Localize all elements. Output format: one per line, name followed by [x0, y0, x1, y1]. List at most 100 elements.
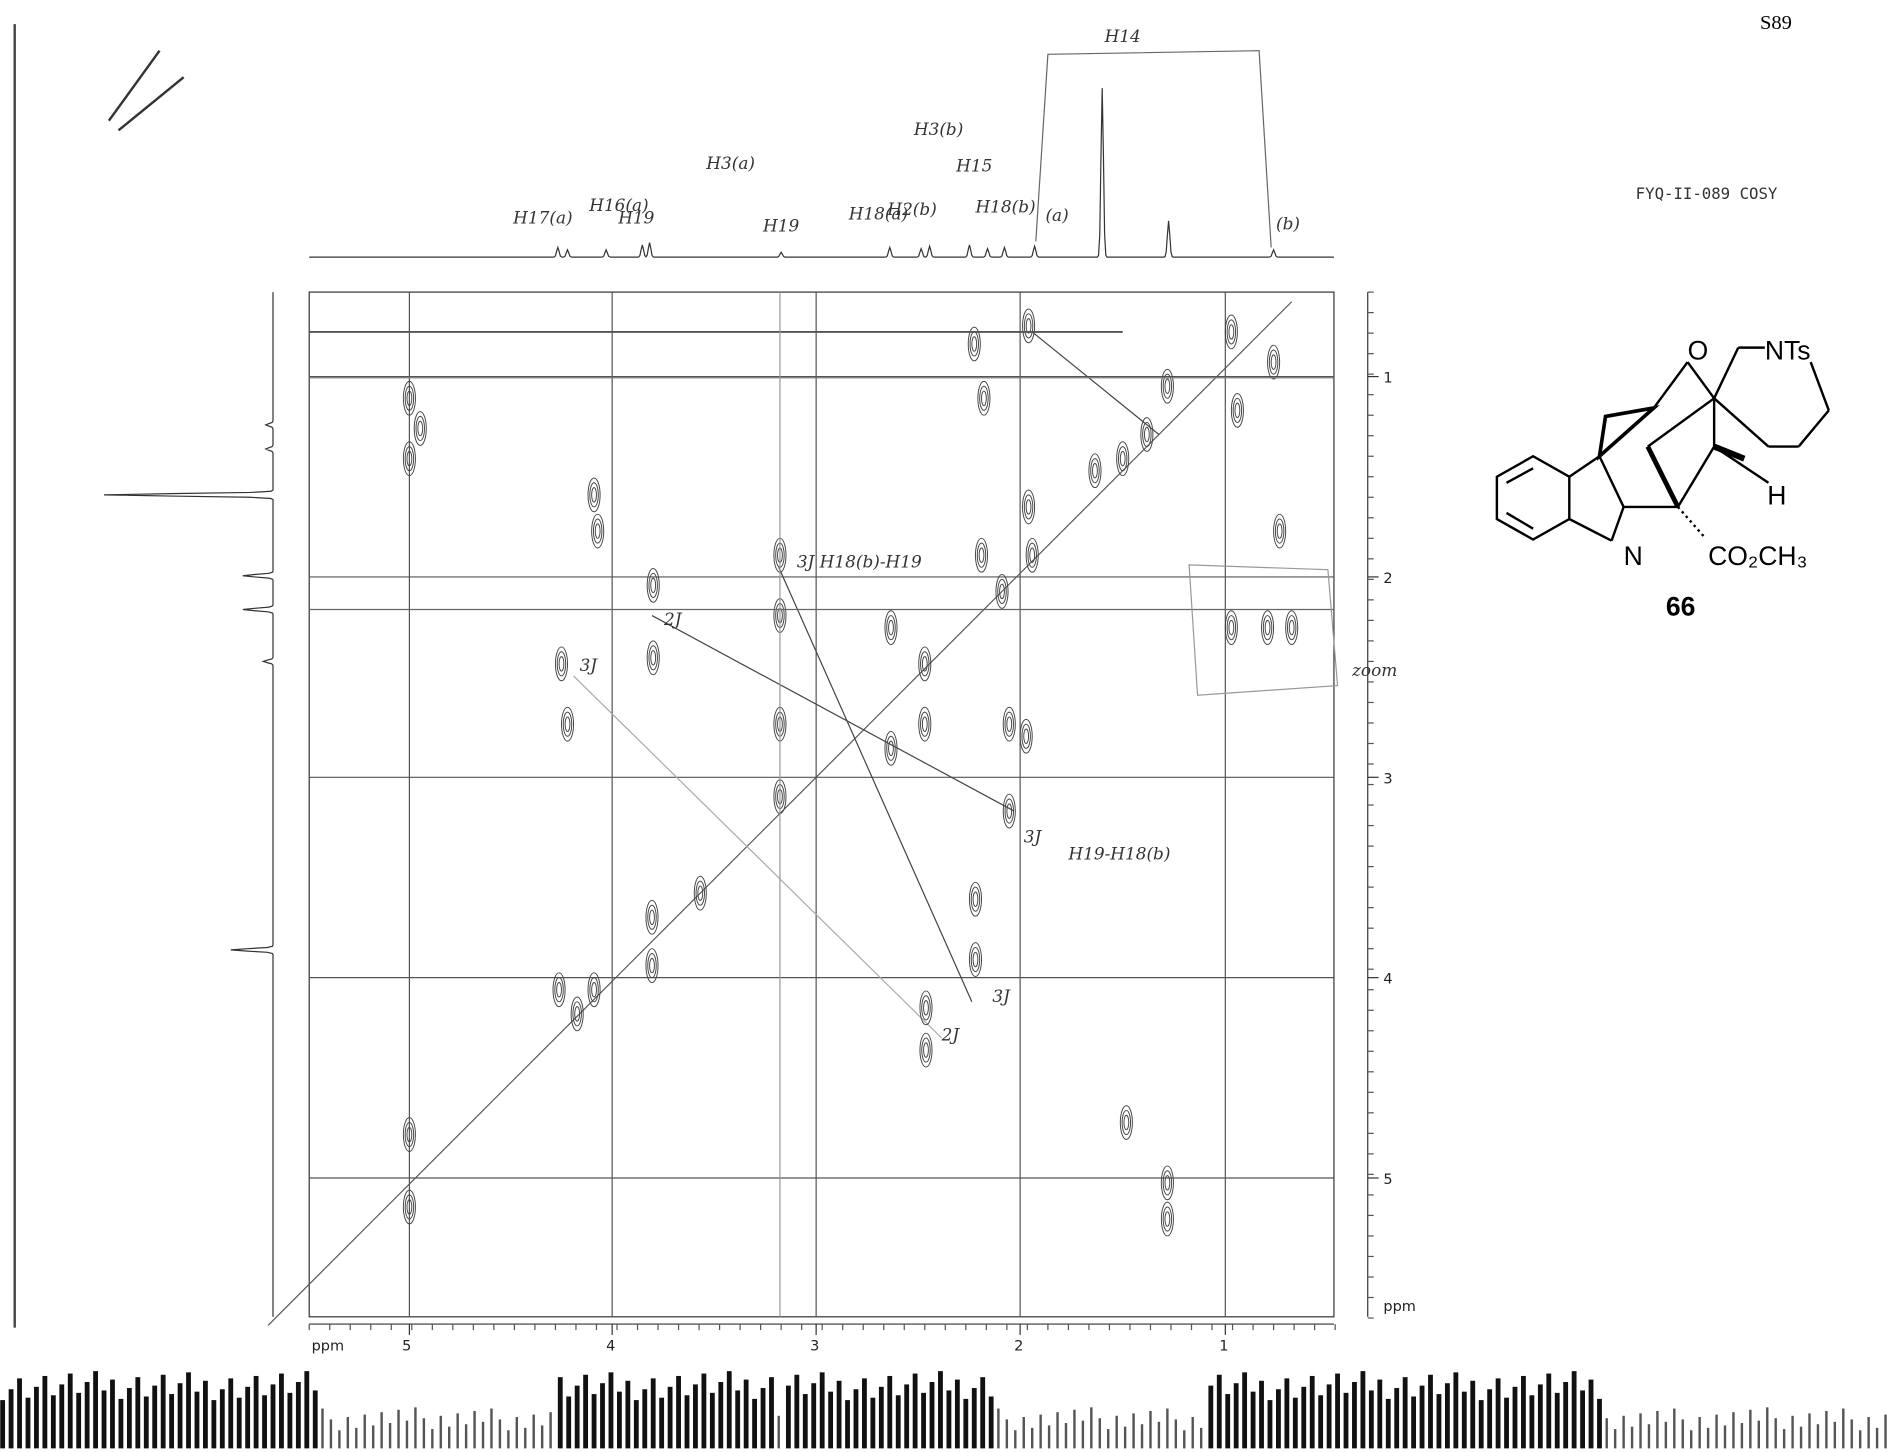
scan-artifact — [878, 1386, 884, 1449]
annotation: 2J — [941, 1024, 961, 1044]
scan-artifact — [236, 1397, 242, 1449]
scan-artifact — [1377, 1379, 1383, 1449]
annotation: H3(b) — [913, 119, 963, 139]
contour — [1006, 716, 1013, 732]
contour — [1022, 489, 1036, 525]
scan-artifact — [169, 1394, 175, 1449]
contour — [693, 875, 707, 911]
annotation: 3J — [1024, 826, 1043, 846]
scan-artifact — [1808, 1413, 1811, 1449]
scan-artifact — [1284, 1378, 1290, 1449]
scan-artifact — [490, 1408, 493, 1449]
contour — [972, 951, 979, 968]
contour — [1142, 421, 1152, 448]
contour — [1270, 354, 1277, 370]
contour — [1268, 349, 1279, 375]
scan-artifact — [1656, 1410, 1659, 1449]
scan-artifact — [1588, 1379, 1594, 1449]
contour — [695, 880, 705, 906]
contour — [979, 385, 989, 411]
projection-left — [104, 292, 274, 1317]
page-number: S89 — [1760, 12, 1792, 34]
contour — [981, 390, 987, 407]
contour — [1226, 319, 1237, 345]
scan-artifact — [152, 1385, 158, 1449]
scan-artifact — [1039, 1414, 1042, 1449]
contour — [1162, 373, 1173, 399]
scan-artifact — [1073, 1409, 1076, 1449]
scan-artifact — [25, 1397, 31, 1449]
scan-artifact — [1276, 1389, 1281, 1449]
scan-artifact — [397, 1409, 400, 1449]
scan-artifact — [1715, 1414, 1718, 1449]
scan-artifact — [735, 1390, 741, 1449]
contour — [967, 326, 981, 362]
x-tick-label: 5 — [402, 1339, 411, 1355]
contour — [406, 390, 413, 407]
contour — [697, 885, 704, 901]
contour — [1090, 458, 1100, 484]
scan-artifact — [760, 1388, 766, 1449]
scan-artifact — [769, 1377, 774, 1449]
scan-artifact — [1858, 1430, 1862, 1449]
scan-artifact — [1005, 1419, 1009, 1449]
scan-artifact — [1022, 1416, 1025, 1449]
scan-artifact — [1360, 1371, 1366, 1449]
scan-artifact — [1597, 1398, 1602, 1449]
contour — [413, 411, 427, 446]
scan-artifact — [963, 1398, 969, 1449]
contour — [402, 441, 416, 477]
contour — [923, 1042, 929, 1058]
y-tick-label: 5 — [1383, 1172, 1392, 1188]
contour — [995, 574, 1009, 609]
scan-artifact — [642, 1389, 648, 1449]
y-tick-label: 3 — [1383, 771, 1392, 787]
contour — [556, 982, 562, 998]
contour — [1027, 542, 1037, 568]
scan-artifact — [473, 1410, 476, 1449]
scan-artifact — [1580, 1390, 1585, 1449]
scan-artifact — [540, 1425, 544, 1449]
scan-artifact — [1132, 1413, 1135, 1449]
scan-artifact — [1107, 1429, 1110, 1449]
scan-artifact — [312, 1390, 318, 1449]
scan-artifact — [1791, 1415, 1794, 1449]
scan-artifact — [219, 1389, 225, 1449]
scan-artifact — [76, 1392, 82, 1449]
scan-artifact — [1385, 1398, 1391, 1449]
annotation: H3(a) — [705, 153, 755, 173]
contour — [919, 990, 933, 1026]
contour — [921, 716, 928, 732]
scan-artifact — [1504, 1397, 1509, 1449]
scan-artifact — [186, 1372, 191, 1449]
projection-top — [309, 88, 1334, 258]
y-tick-label: 2 — [1383, 571, 1392, 587]
scan-artifact — [287, 1392, 293, 1449]
scan-artifact — [1368, 1390, 1374, 1449]
contour — [402, 1117, 416, 1152]
scan-artifact — [870, 1397, 876, 1449]
scan-artifact — [980, 1377, 986, 1449]
scan-artifact — [794, 1374, 800, 1449]
atom-label: O — [1688, 336, 1709, 366]
contour — [888, 619, 894, 636]
contour — [404, 1122, 415, 1148]
scan-artifact — [67, 1373, 73, 1449]
contour — [1023, 494, 1034, 520]
scan-artifact — [1335, 1373, 1340, 1449]
guide — [651, 615, 1015, 812]
contour — [1286, 615, 1297, 641]
contour — [1261, 610, 1275, 646]
scan-artifact — [709, 1392, 715, 1449]
scan-artifact — [245, 1386, 251, 1449]
scan-artifact — [1833, 1421, 1837, 1449]
scan-artifact — [693, 1384, 698, 1449]
scan-artifact — [380, 1412, 383, 1449]
contour — [1228, 324, 1235, 340]
scan-artifact — [515, 1416, 519, 1449]
scan-artifact — [1487, 1389, 1493, 1449]
contour — [1116, 441, 1130, 477]
contour — [417, 420, 424, 437]
zoom-box — [1188, 564, 1339, 696]
contour — [1164, 1211, 1171, 1227]
